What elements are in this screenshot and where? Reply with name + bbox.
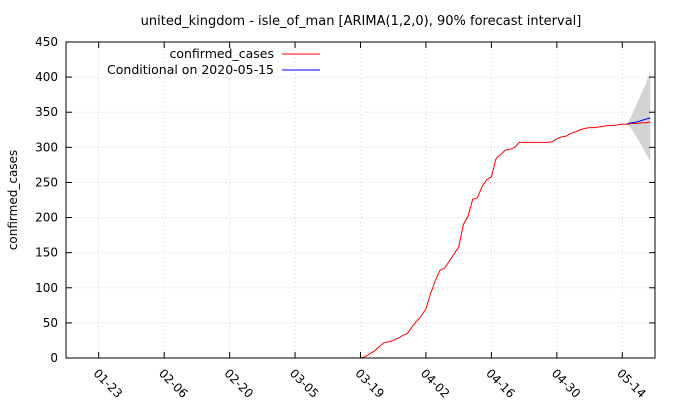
forecast-line <box>626 117 651 125</box>
x-tick-label: 05-14 <box>614 366 649 400</box>
x-tick-label: 04-02 <box>418 366 453 400</box>
x-tick-label: 02-20 <box>221 366 256 400</box>
y-tick-label: 200 <box>35 211 58 225</box>
legend: confirmed_cases Conditional on 2020-05-1… <box>107 46 320 77</box>
x-tick-label: 04-30 <box>549 366 584 400</box>
x-tick-label: 03-05 <box>287 366 322 400</box>
plot-frame <box>65 41 656 359</box>
series-layer <box>66 117 651 359</box>
chart-title: united_kingdom - isle_of_man [ARIMA(1,2,… <box>141 14 582 29</box>
x-tick-label: 04-16 <box>483 366 518 400</box>
y-axis-label: confirmed_cases <box>6 150 20 250</box>
forecast-interval-band <box>626 71 651 162</box>
y-tick-label: 250 <box>35 175 58 189</box>
y-tick-label: 400 <box>35 70 58 84</box>
y-tick-label: 350 <box>35 105 58 119</box>
x-tick-label: 01-23 <box>91 366 126 400</box>
legend-label-confirmed-cases: confirmed_cases <box>169 46 274 61</box>
forecast-interval-layer <box>626 71 651 162</box>
y-tick-label: 50 <box>43 316 58 330</box>
confirmed-cases-line <box>66 121 651 359</box>
x-tick-label: 02-06 <box>156 366 191 400</box>
x-tick-label: 03-19 <box>352 366 387 400</box>
y-tick-label: 150 <box>35 246 58 260</box>
y-tick-label: 0 <box>50 351 58 365</box>
y-tick-label: 300 <box>35 140 58 154</box>
legend-label-forecast: Conditional on 2020-05-15 <box>107 62 274 77</box>
grid-layer <box>66 42 655 358</box>
y-tick-label: 100 <box>35 281 58 295</box>
y-tick-label: 450 <box>35 35 58 49</box>
